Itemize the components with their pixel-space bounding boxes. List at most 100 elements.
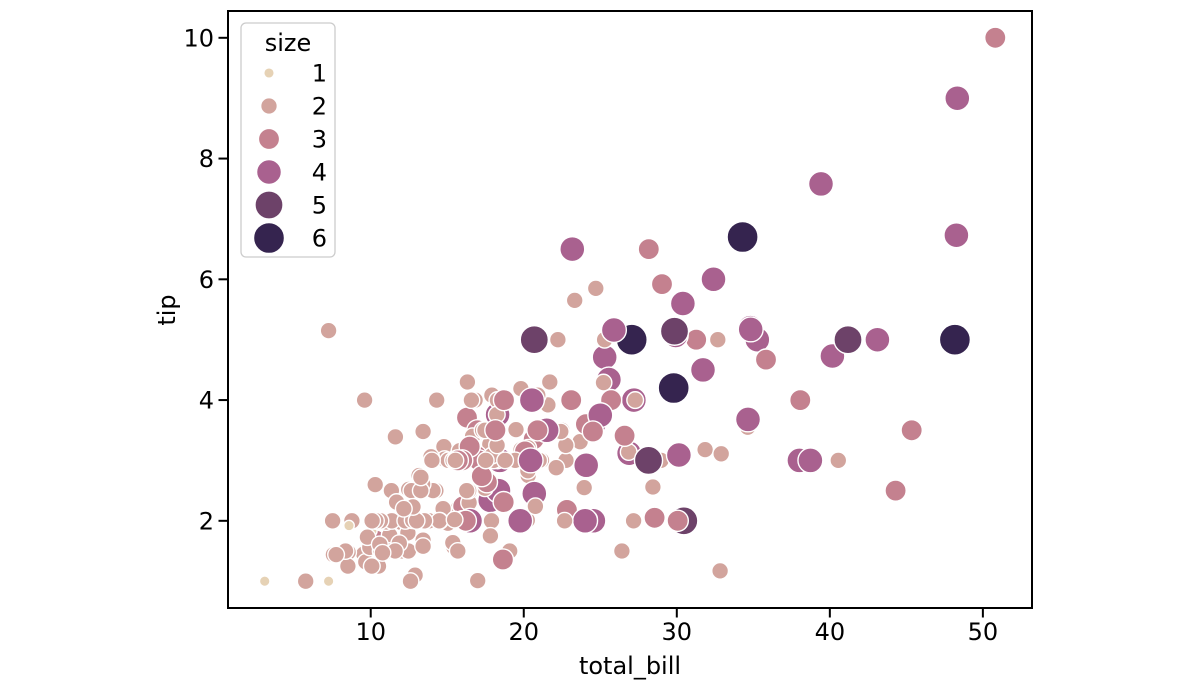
data-point [517,447,544,474]
data-point [555,511,574,530]
x-axis-label: total_bill [578,652,682,680]
data-point [643,506,666,530]
data-point [829,451,848,470]
data-point [571,507,599,534]
data-point [789,388,812,412]
data-point [296,572,315,591]
data-point [363,511,382,530]
data-point [807,170,835,198]
data-point [637,237,661,261]
data-point [833,324,863,355]
data-point [665,441,693,469]
data-point [624,511,643,530]
data-point [519,324,550,355]
data-point [612,541,631,561]
data-point [797,447,824,474]
x-tick-label: 30 [662,618,693,646]
data-point [650,272,674,296]
y-tick-label: 2 [199,507,214,535]
data-point [445,510,464,529]
data-point [575,478,594,497]
data-point [689,356,717,384]
data-point [734,406,762,433]
data-point [322,575,335,588]
data-point [468,571,487,590]
data-point [319,321,338,340]
y-tick-label: 4 [199,387,214,415]
data-point [394,499,413,518]
data-point [938,323,972,356]
y-tick-label: 10 [183,24,214,52]
data-point [362,557,381,576]
data-point [711,561,730,580]
legend-entry-label: 5 [312,192,327,220]
data-point [884,479,907,502]
data-point [526,497,545,516]
data-point [900,418,924,442]
data-point [457,481,476,500]
data-point [864,326,891,353]
axes-background [228,11,1032,608]
data-point [401,572,420,591]
data-point [548,330,567,349]
data-point [526,418,549,442]
data-point [481,526,500,545]
data-point [258,575,271,588]
data-point [476,451,495,470]
data-point [540,372,559,392]
data-point [547,458,566,477]
data-point [414,537,433,556]
data-point [696,440,715,459]
data-point [482,511,501,530]
legend-swatch [254,190,284,220]
data-point [600,316,628,344]
data-point [518,386,546,414]
data-point [343,519,355,532]
data-point [712,444,731,463]
legend-entry-label: 3 [312,126,327,154]
data-point [669,290,697,317]
x-tick-label: 10 [355,618,386,646]
data-point [411,468,430,487]
legend-swatch [259,96,279,116]
data-point [559,235,586,263]
data-point [643,477,662,497]
y-tick-label: 8 [199,145,214,173]
data-point [737,316,764,343]
data-point [446,451,465,470]
data-point [492,388,516,412]
legend-swatch [263,67,275,79]
data-point [943,222,970,249]
data-point [700,266,727,293]
legend-swatch [252,221,286,255]
data-point [659,316,690,346]
x-tick-label: 40 [815,618,846,646]
data-point [944,85,971,112]
data-point [726,220,759,254]
y-tick-label: 6 [199,266,214,294]
data-point [507,507,534,534]
legend-entry-label: 4 [312,159,327,187]
data-point [448,541,467,561]
data-point [458,372,477,392]
data-point [984,26,1007,50]
data-point [462,391,481,410]
data-point [355,391,374,410]
data-point [573,452,600,479]
data-point [581,420,605,443]
y-axis-label: tip [153,294,181,326]
data-point [754,348,778,371]
data-point [323,511,342,530]
x-tick-label: 20 [508,618,539,646]
legend-entry-label: 6 [312,225,327,253]
data-point [506,420,526,439]
legend-swatch [257,127,281,151]
data-point [613,424,636,448]
legend-swatch [255,158,283,186]
data-point [327,545,346,564]
data-point [422,451,441,470]
data-point [386,427,405,446]
data-point [708,330,727,349]
